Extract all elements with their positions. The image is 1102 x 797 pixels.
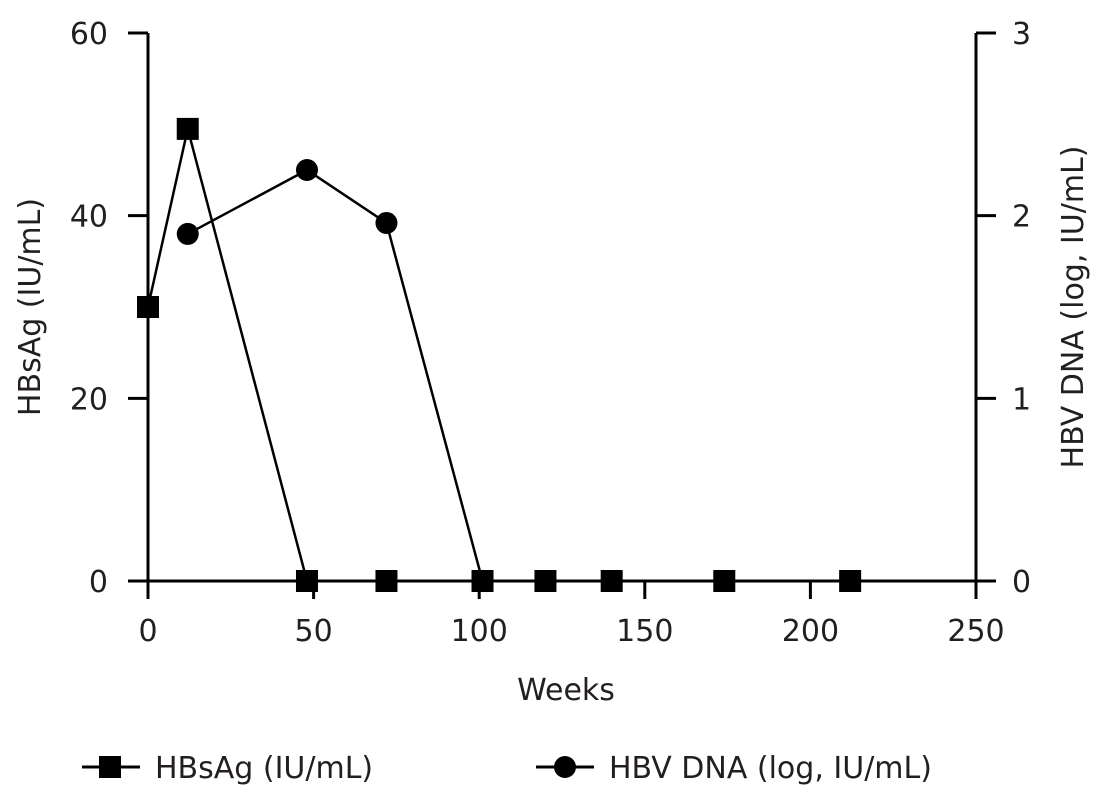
series-line-hbsag — [146, 128, 851, 583]
y-right-tick-label: 3 — [1012, 17, 1031, 52]
square-marker-icon — [99, 756, 121, 778]
circle-point — [295, 159, 318, 181]
y-right-tick-label: 0 — [1012, 565, 1031, 600]
square-point — [713, 570, 736, 592]
legend-label-hbv-dna: HBV DNA (log, IU/mL) — [609, 751, 932, 786]
y-left-tick-label: 20 — [70, 382, 108, 417]
data-markers — [137, 117, 862, 592]
circle-marker-icon — [554, 756, 576, 778]
square-point — [137, 296, 159, 318]
x-tick-label: 50 — [295, 614, 333, 649]
square-point — [295, 570, 318, 592]
x-tick-label: 0 — [138, 614, 157, 649]
legend-label-hbsag: HBsAg (IU/mL) — [155, 751, 373, 786]
x-axis-title: Weeks — [517, 673, 615, 708]
y-left-tick-label: 60 — [70, 17, 108, 52]
y-left-tick-label: 40 — [70, 200, 108, 235]
circle-point — [176, 222, 199, 245]
square-point — [375, 570, 398, 592]
x-tick-label: 150 — [616, 614, 673, 649]
x-tick-label: 200 — [782, 614, 839, 649]
y-left-tick-label: 0 — [89, 565, 108, 600]
legend-item-hbv-dna: HBV DNA (log, IU/mL) — [536, 751, 932, 786]
square-point — [534, 570, 557, 592]
y-right-tick-label: 2 — [1012, 200, 1031, 235]
y-axis-left-title: HBsAg (IU/mL) — [13, 198, 48, 416]
circle-point — [471, 570, 494, 592]
legend-item-hbsag: HBsAg (IU/mL) — [82, 751, 373, 786]
x-tick-label: 100 — [451, 614, 508, 649]
y-axis-right-title: HBV DNA (log, IU/mL) — [1056, 146, 1091, 469]
x-tick-label: 250 — [947, 614, 1004, 649]
square-point — [839, 570, 862, 592]
series-lines — [146, 128, 851, 583]
square-point — [176, 117, 199, 140]
y-right-tick-label: 1 — [1012, 382, 1031, 417]
legend: HBsAg (IU/mL) HBV DNA (log, IU/mL) — [82, 751, 932, 786]
square-point — [600, 570, 623, 592]
circle-point — [375, 211, 398, 234]
axes — [128, 33, 996, 583]
series-line-hbv-dna — [187, 168, 484, 582]
